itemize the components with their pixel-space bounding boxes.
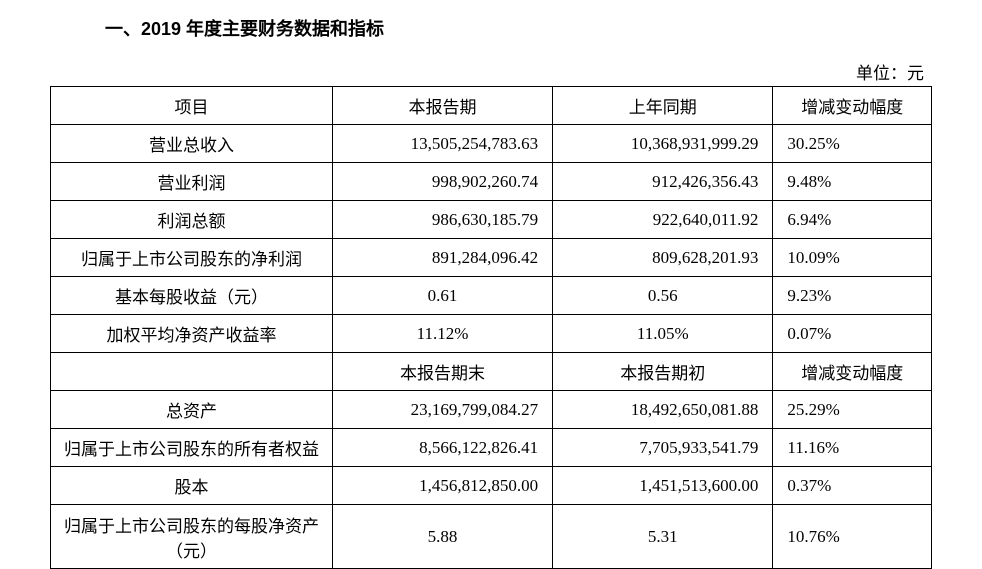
- row-current: 23,169,799,084.27: [332, 391, 552, 429]
- row-change: 30.25%: [773, 125, 932, 163]
- row-previous: 912,426,356.43: [553, 163, 773, 201]
- row-current: 5.88: [332, 505, 552, 569]
- mid-header-blank: [51, 353, 333, 391]
- mid-header-row: 本报告期末本报告期初增减变动幅度: [51, 353, 932, 391]
- row-current: 8,566,122,826.41: [332, 429, 552, 467]
- row-current: 998,902,260.74: [332, 163, 552, 201]
- row-current: 1,456,812,850.00: [332, 467, 552, 505]
- row-previous: 922,640,011.92: [553, 201, 773, 239]
- row-label: 营业利润: [51, 163, 333, 201]
- row-change: 0.37%: [773, 467, 932, 505]
- row-current: 13,505,254,783.63: [332, 125, 552, 163]
- table-row: 归属于上市公司股东的每股净资产（元）5.885.3110.76%: [51, 505, 932, 569]
- table-row: 加权平均净资产收益率11.12%11.05%0.07%: [51, 315, 932, 353]
- row-previous: 11.05%: [553, 315, 773, 353]
- row-previous: 809,628,201.93: [553, 239, 773, 277]
- row-label: 基本每股收益（元）: [51, 277, 333, 315]
- table-row: 归属于上市公司股东的所有者权益8,566,122,826.417,705,933…: [51, 429, 932, 467]
- table-row: 股本1,456,812,850.001,451,513,600.000.37%: [51, 467, 932, 505]
- row-change: 9.23%: [773, 277, 932, 315]
- financial-table: 项目 本报告期 上年同期 增减变动幅度 营业总收入13,505,254,783.…: [50, 86, 932, 569]
- row-label: 利润总额: [51, 201, 333, 239]
- row-current: 986,630,185.79: [332, 201, 552, 239]
- mid-header-change: 增减变动幅度: [773, 353, 932, 391]
- col-header-previous: 上年同期: [553, 87, 773, 125]
- mid-header-current: 本报告期末: [332, 353, 552, 391]
- row-previous: 10,368,931,999.29: [553, 125, 773, 163]
- row-previous: 7,705,933,541.79: [553, 429, 773, 467]
- table-row: 基本每股收益（元）0.610.569.23%: [51, 277, 932, 315]
- table-row: 归属于上市公司股东的净利润891,284,096.42809,628,201.9…: [51, 239, 932, 277]
- table-row: 营业利润998,902,260.74912,426,356.439.48%: [51, 163, 932, 201]
- row-change: 10.09%: [773, 239, 932, 277]
- row-current: 0.61: [332, 277, 552, 315]
- row-label: 归属于上市公司股东的所有者权益: [51, 429, 333, 467]
- row-label: 营业总收入: [51, 125, 333, 163]
- row-label: 总资产: [51, 391, 333, 429]
- row-change: 0.07%: [773, 315, 932, 353]
- row-previous: 1,451,513,600.00: [553, 467, 773, 505]
- row-current: 891,284,096.42: [332, 239, 552, 277]
- row-change: 9.48%: [773, 163, 932, 201]
- row-change: 25.29%: [773, 391, 932, 429]
- row-label: 归属于上市公司股东的净利润: [51, 239, 333, 277]
- row-previous: 18,492,650,081.88: [553, 391, 773, 429]
- row-label: 股本: [51, 467, 333, 505]
- row-change: 10.76%: [773, 505, 932, 569]
- table-body: 营业总收入13,505,254,783.6310,368,931,999.293…: [51, 125, 932, 569]
- unit-label: 单位：元: [50, 59, 924, 84]
- table-row: 总资产23,169,799,084.2718,492,650,081.8825.…: [51, 391, 932, 429]
- mid-header-previous: 本报告期初: [553, 353, 773, 391]
- row-change: 11.16%: [773, 429, 932, 467]
- table-row: 营业总收入13,505,254,783.6310,368,931,999.293…: [51, 125, 932, 163]
- table-header-row: 项目 本报告期 上年同期 增减变动幅度: [51, 87, 932, 125]
- col-header-change: 增减变动幅度: [773, 87, 932, 125]
- row-label: 加权平均净资产收益率: [51, 315, 333, 353]
- col-header-item: 项目: [51, 87, 333, 125]
- table-row: 利润总额986,630,185.79922,640,011.926.94%: [51, 201, 932, 239]
- row-current: 11.12%: [332, 315, 552, 353]
- row-change: 6.94%: [773, 201, 932, 239]
- row-previous: 5.31: [553, 505, 773, 569]
- row-previous: 0.56: [553, 277, 773, 315]
- section-heading: 一、2019 年度主要财务数据和指标: [105, 15, 932, 41]
- row-label: 归属于上市公司股东的每股净资产（元）: [51, 505, 333, 569]
- col-header-current: 本报告期: [332, 87, 552, 125]
